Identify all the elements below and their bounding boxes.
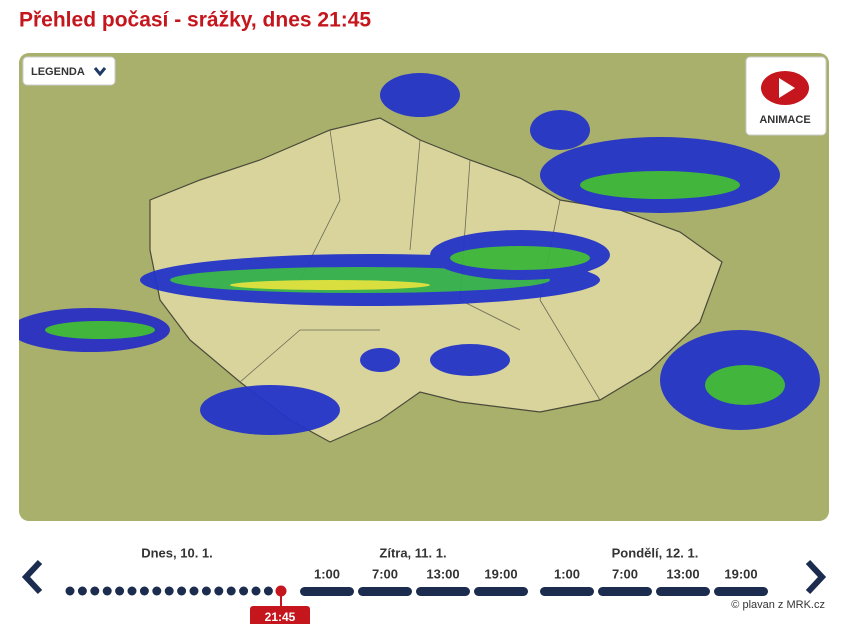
animation-button-label[interactable]: ANIMACE bbox=[759, 114, 810, 126]
hour-dot[interactable] bbox=[201, 586, 211, 596]
time-segment[interactable] bbox=[598, 587, 652, 596]
play-triangle bbox=[779, 78, 795, 98]
day-label: Pondělí, 12. 1. bbox=[612, 545, 699, 560]
time-segment[interactable] bbox=[656, 587, 710, 596]
current-time: 21:45 bbox=[265, 610, 296, 624]
legend-button[interactable] bbox=[22, 56, 116, 86]
time-label: 13:00 bbox=[426, 566, 459, 581]
legend-chevron bbox=[93, 67, 107, 77]
hour-dot[interactable] bbox=[214, 586, 224, 596]
day-label: Dnes, 10. 1. bbox=[141, 545, 213, 560]
time-label: 1:00 bbox=[554, 566, 580, 581]
time-label: 1:00 bbox=[314, 566, 340, 581]
time-label: 7:00 bbox=[372, 566, 398, 581]
hour-dots bbox=[65, 586, 273, 596]
time-label: 13:00 bbox=[666, 566, 699, 581]
time-segment[interactable] bbox=[474, 587, 528, 596]
hour-dot[interactable] bbox=[263, 586, 273, 596]
day-label: Zítra, 11. 1. bbox=[379, 545, 446, 560]
prev-arrow[interactable] bbox=[21, 559, 43, 595]
current-time-box bbox=[250, 606, 310, 628]
time-segments bbox=[300, 587, 768, 596]
hour-dot[interactable] bbox=[139, 586, 149, 596]
legend-button-label[interactable]: LEGENDA bbox=[31, 66, 85, 78]
credit: © plavan z MRK.cz bbox=[731, 599, 825, 611]
hour-dot[interactable] bbox=[239, 586, 249, 596]
time-label: 19:00 bbox=[724, 566, 757, 581]
hour-dot[interactable] bbox=[251, 586, 261, 596]
hour-dot[interactable] bbox=[226, 586, 236, 596]
time-segment[interactable] bbox=[714, 587, 768, 596]
hour-dot[interactable] bbox=[127, 586, 137, 596]
time-segment[interactable] bbox=[416, 587, 470, 596]
page-title: Přehled počasí - srážky, dnes 21:45 bbox=[19, 9, 371, 32]
time-segment[interactable] bbox=[540, 587, 594, 596]
radar-map bbox=[19, 53, 829, 521]
hour-dot[interactable] bbox=[65, 586, 75, 596]
time-label: 19:00 bbox=[484, 566, 517, 581]
hour-dot[interactable] bbox=[90, 586, 100, 596]
hour-dot[interactable] bbox=[164, 586, 174, 596]
hour-dot[interactable] bbox=[102, 586, 112, 596]
hour-dot[interactable] bbox=[189, 586, 199, 596]
next-arrow[interactable] bbox=[805, 559, 827, 595]
hour-dot[interactable] bbox=[152, 586, 162, 596]
hour-dot[interactable] bbox=[77, 586, 87, 596]
hour-dot[interactable] bbox=[115, 586, 125, 596]
time-segment[interactable] bbox=[300, 587, 354, 596]
current-marker bbox=[275, 585, 287, 597]
time-label: 7:00 bbox=[612, 566, 638, 581]
time-segment[interactable] bbox=[358, 587, 412, 596]
hour-dot[interactable] bbox=[177, 586, 187, 596]
